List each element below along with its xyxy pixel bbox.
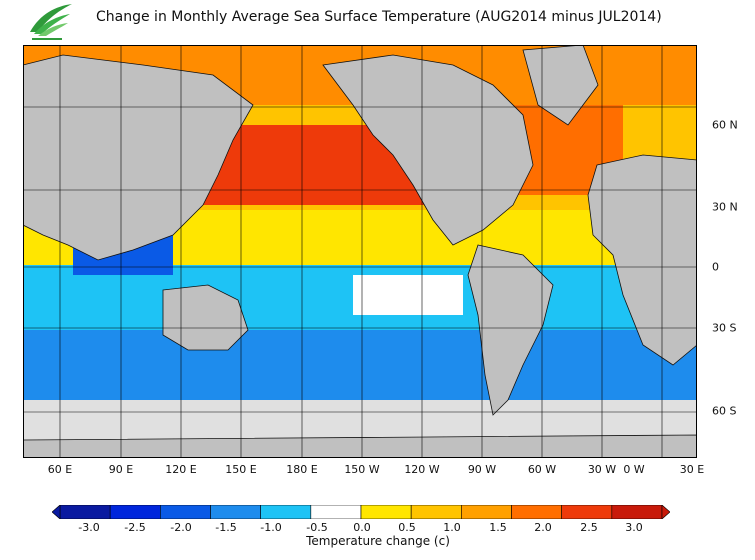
lon-label: 30 W xyxy=(587,463,617,476)
colorbar-tick-label: 3.0 xyxy=(625,521,643,534)
chart-title: Change in Monthly Average Sea Surface Te… xyxy=(96,9,662,25)
colorbar-cell xyxy=(310,505,362,519)
lon-label: 150 W xyxy=(344,463,380,476)
colorbar xyxy=(52,505,670,519)
colorbar-tick-label: 0.5 xyxy=(398,521,416,534)
colorbar-tick-label: -1.0 xyxy=(260,521,282,534)
colorbar-tick-label: -3.0 xyxy=(78,521,100,534)
eurasia-land xyxy=(23,54,254,261)
colorbar-tick-label: 1.0 xyxy=(443,521,461,534)
colorbar-cell xyxy=(461,505,512,519)
colorbar-tick-label: -2.5 xyxy=(124,521,146,534)
lat-label: 60 N xyxy=(712,118,738,132)
colorbar-max-arrow xyxy=(661,505,670,519)
australia-land xyxy=(162,284,249,351)
colorbar-cell xyxy=(260,505,312,519)
lon-label: 0 W xyxy=(623,463,645,476)
graticule xyxy=(23,45,697,458)
lat-label: 30 N xyxy=(712,200,738,214)
colorbar-tick-label: 2.0 xyxy=(534,521,552,534)
lon-label: 120 E xyxy=(165,463,197,476)
colorbar-tick-label: -1.5 xyxy=(215,521,237,534)
lon-label: 180 E xyxy=(286,463,318,476)
sst-change-map xyxy=(23,45,697,458)
lon-label: 90 E xyxy=(108,463,134,476)
colorbar-tick-label: 2.5 xyxy=(580,521,598,534)
lon-label: 60 E xyxy=(47,463,73,476)
colorbar-cell xyxy=(360,505,412,519)
colorbar-cell xyxy=(210,505,261,519)
colorbar-tick-label: 1.5 xyxy=(489,521,507,534)
colorbar-cell xyxy=(611,505,663,519)
colorbar-cell xyxy=(511,505,562,519)
north-america-land xyxy=(322,54,534,246)
land-masses xyxy=(23,45,697,458)
colorbar-tick-label: -2.0 xyxy=(170,521,192,534)
observatory-logo-icon xyxy=(30,4,72,40)
colorbar-tick-label: -0.5 xyxy=(306,521,328,534)
colorbar-tick-label: 0.0 xyxy=(353,521,371,534)
antarctica-land xyxy=(23,434,697,458)
lat-label: 30 S xyxy=(712,321,737,335)
lat-label: 0 xyxy=(712,260,719,274)
sst-neutral-patch xyxy=(353,275,463,315)
colorbar-min-arrow xyxy=(52,505,61,519)
sst-band-south-mid xyxy=(23,330,697,400)
lon-label: 120 W xyxy=(404,463,440,476)
south-america-land xyxy=(467,244,554,416)
arabia-africa-land xyxy=(587,154,697,366)
lat-label: 60 S xyxy=(712,404,737,418)
colorbar-title: Temperature change (c) xyxy=(306,534,450,548)
colorbar-cell xyxy=(59,505,111,519)
lon-label: 150 E xyxy=(225,463,257,476)
colorbar-cell xyxy=(410,505,462,519)
colorbar-cell xyxy=(160,505,211,519)
lon-label: 30 E xyxy=(679,463,705,476)
lon-label: 60 W xyxy=(527,463,557,476)
lon-label: 90 W xyxy=(467,463,497,476)
map-frame xyxy=(23,45,697,458)
colorbar-cell xyxy=(561,505,613,519)
colorbar-cell xyxy=(109,505,161,519)
